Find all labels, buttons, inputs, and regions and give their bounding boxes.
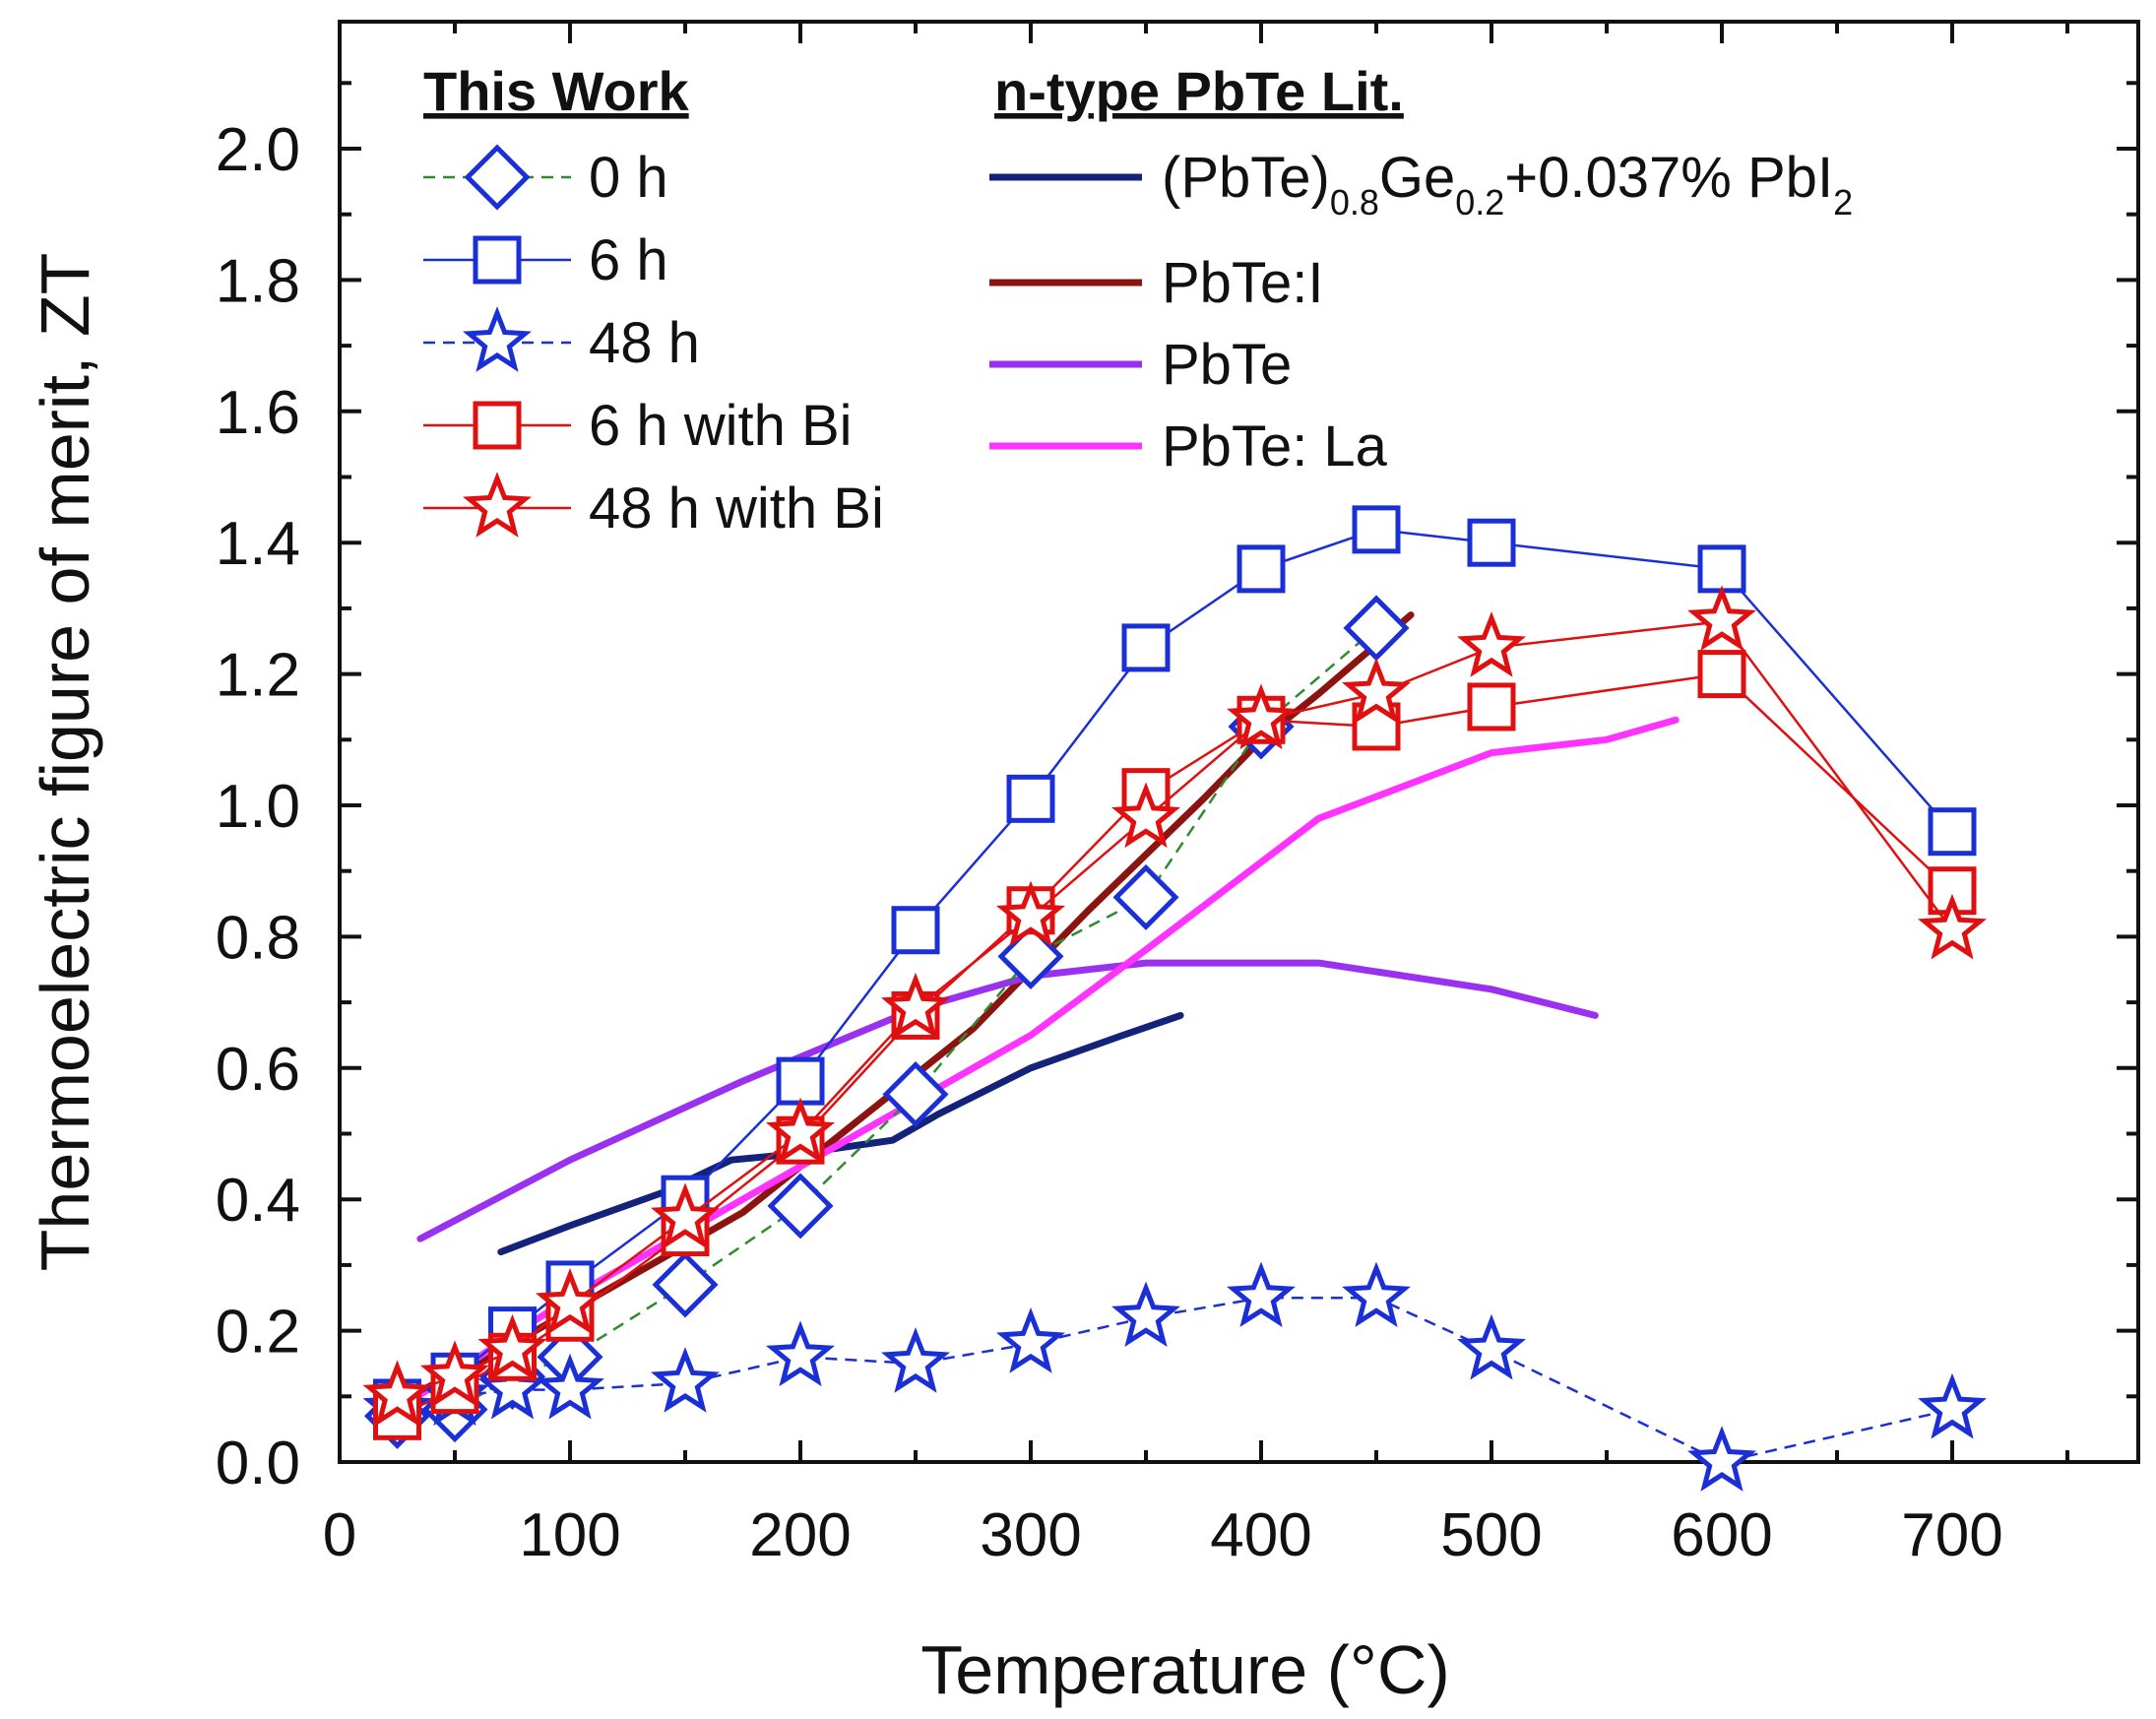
- data-point: [1686, 1426, 1757, 1492]
- legend-this-work-title: This Work: [423, 60, 690, 122]
- lit-series-line-5: [497, 1011, 1184, 1256]
- x-tick-label: 400: [1210, 1501, 1311, 1569]
- data-point: [776, 1056, 825, 1106]
- data-point: [651, 1347, 720, 1413]
- y-tick-label: 1.0: [216, 773, 300, 841]
- x-tick-label: 0: [323, 1501, 356, 1569]
- data-point: [881, 1327, 950, 1393]
- y-tick-label: 0.8: [216, 904, 300, 972]
- legend-marker: [462, 472, 533, 538]
- data-point: [765, 1097, 836, 1164]
- data-point: [1687, 585, 1756, 652]
- data-point: [1467, 518, 1516, 567]
- data-point: [419, 1340, 490, 1407]
- x-axis-title: Temperature (°C): [920, 1631, 1450, 1708]
- data-point: [882, 1060, 949, 1128]
- legend-label: PbTe: [1162, 333, 1292, 397]
- this-work-series: [362, 505, 1988, 1492]
- legend-label-part: +0.037% PbI: [1504, 146, 1833, 210]
- data-point: [996, 1307, 1065, 1373]
- data-point: [1352, 505, 1401, 554]
- legend-literature: n-type PbTe Lit. (PbTe)0.8Ge0.2+0.037% P…: [989, 60, 1853, 478]
- data-point: [765, 1320, 836, 1387]
- data-point: [1918, 1372, 1987, 1439]
- data-point: [1697, 544, 1746, 594]
- legend-label-part: Ge: [1379, 146, 1455, 210]
- legend-marker: [473, 235, 522, 285]
- plot-frame: [338, 20, 2140, 1464]
- y-tick-label: 2.0: [216, 116, 300, 184]
- y-tick-label: 0.2: [216, 1299, 300, 1367]
- data-point: [1697, 650, 1746, 699]
- y-axis-title: Thermoelectric figure of merit, ZT: [27, 253, 103, 1272]
- legend-label-part: 2: [1833, 182, 1853, 223]
- x-tick-label: 700: [1901, 1501, 2002, 1569]
- data-point: [1006, 774, 1055, 823]
- data-point: [1341, 657, 1412, 724]
- tick-labels: 0 100 200 300 400 500 600 700 0.0 0.2 0.4 0.6 0.8 1.0…: [216, 116, 2003, 1569]
- series-2: [362, 1261, 1987, 1492]
- series-line: [396, 672, 1953, 1418]
- data-point: [1456, 611, 1527, 677]
- data-point: [652, 1251, 719, 1318]
- legend-label-part: 0.8: [1330, 182, 1379, 223]
- y-tick-label: 0.4: [216, 1167, 300, 1235]
- x-tick-label: 500: [1440, 1501, 1542, 1569]
- data-point: [767, 1173, 834, 1240]
- legend-label-part: 0.2: [1455, 182, 1504, 223]
- x-tick-label: 200: [749, 1501, 851, 1569]
- y-tick-label: 1.8: [216, 247, 300, 315]
- legend-marker: [464, 144, 531, 211]
- series-3: [373, 650, 1977, 1440]
- data-point: [650, 1182, 721, 1249]
- data-point: [1226, 683, 1297, 750]
- data-point: [880, 972, 951, 1039]
- legend-label: (PbTe)0.8Ge0.2+0.037% PbI2: [1162, 146, 1853, 223]
- legend-label-part: (PbTe): [1162, 146, 1330, 210]
- data-point: [362, 1360, 432, 1427]
- y-tick-label: 0.0: [216, 1430, 300, 1497]
- data-point: [891, 906, 940, 955]
- legend-label: PbTe: La: [1162, 414, 1388, 478]
- y-tick-label: 0.6: [216, 1036, 300, 1104]
- series-4: [362, 585, 1988, 1427]
- data-point: [1237, 544, 1286, 594]
- legend-label: 6 h: [589, 228, 668, 292]
- y-tick-label: 1.6: [216, 379, 300, 447]
- data-point: [1227, 1261, 1296, 1328]
- legend-label: 6 h with Bi: [589, 394, 853, 458]
- legend-this-work: This Work 0 h 6 h 48 h 6 h with Bi 48 h with…: [423, 60, 884, 541]
- data-point: [1917, 893, 1988, 960]
- lit-series-line-7: [416, 959, 1599, 1242]
- data-point: [1112, 863, 1179, 930]
- legend-literature-title: n-type PbTe Lit.: [994, 60, 1404, 122]
- data-point: [1342, 1261, 1411, 1328]
- lit-series-line-8: [394, 716, 1680, 1414]
- x-tick-label: 300: [980, 1501, 1081, 1569]
- data-point: [1456, 1313, 1527, 1380]
- y-tick-label: 1.4: [216, 510, 300, 578]
- data-point: [1467, 682, 1516, 732]
- data-point: [1111, 782, 1180, 849]
- x-tick-label: 600: [1671, 1501, 1772, 1569]
- data-point: [1111, 1281, 1180, 1348]
- legend-label: 0 h: [589, 146, 668, 210]
- x-tick-label: 100: [519, 1501, 620, 1569]
- legend-label: 48 h with Bi: [589, 477, 884, 541]
- legend-label: PbTe:I: [1162, 251, 1323, 315]
- legend-marker: [462, 306, 533, 372]
- data-point: [1928, 807, 1977, 857]
- y-tick-label: 1.2: [216, 642, 300, 710]
- data-point: [535, 1353, 605, 1420]
- data-point: [1121, 623, 1171, 672]
- data-point: [535, 1268, 605, 1334]
- data-point: [1343, 595, 1410, 662]
- data-point: [995, 880, 1066, 947]
- legend-marker: [473, 401, 522, 450]
- legend-label: 48 h: [589, 311, 700, 375]
- data-point: [477, 1313, 547, 1380]
